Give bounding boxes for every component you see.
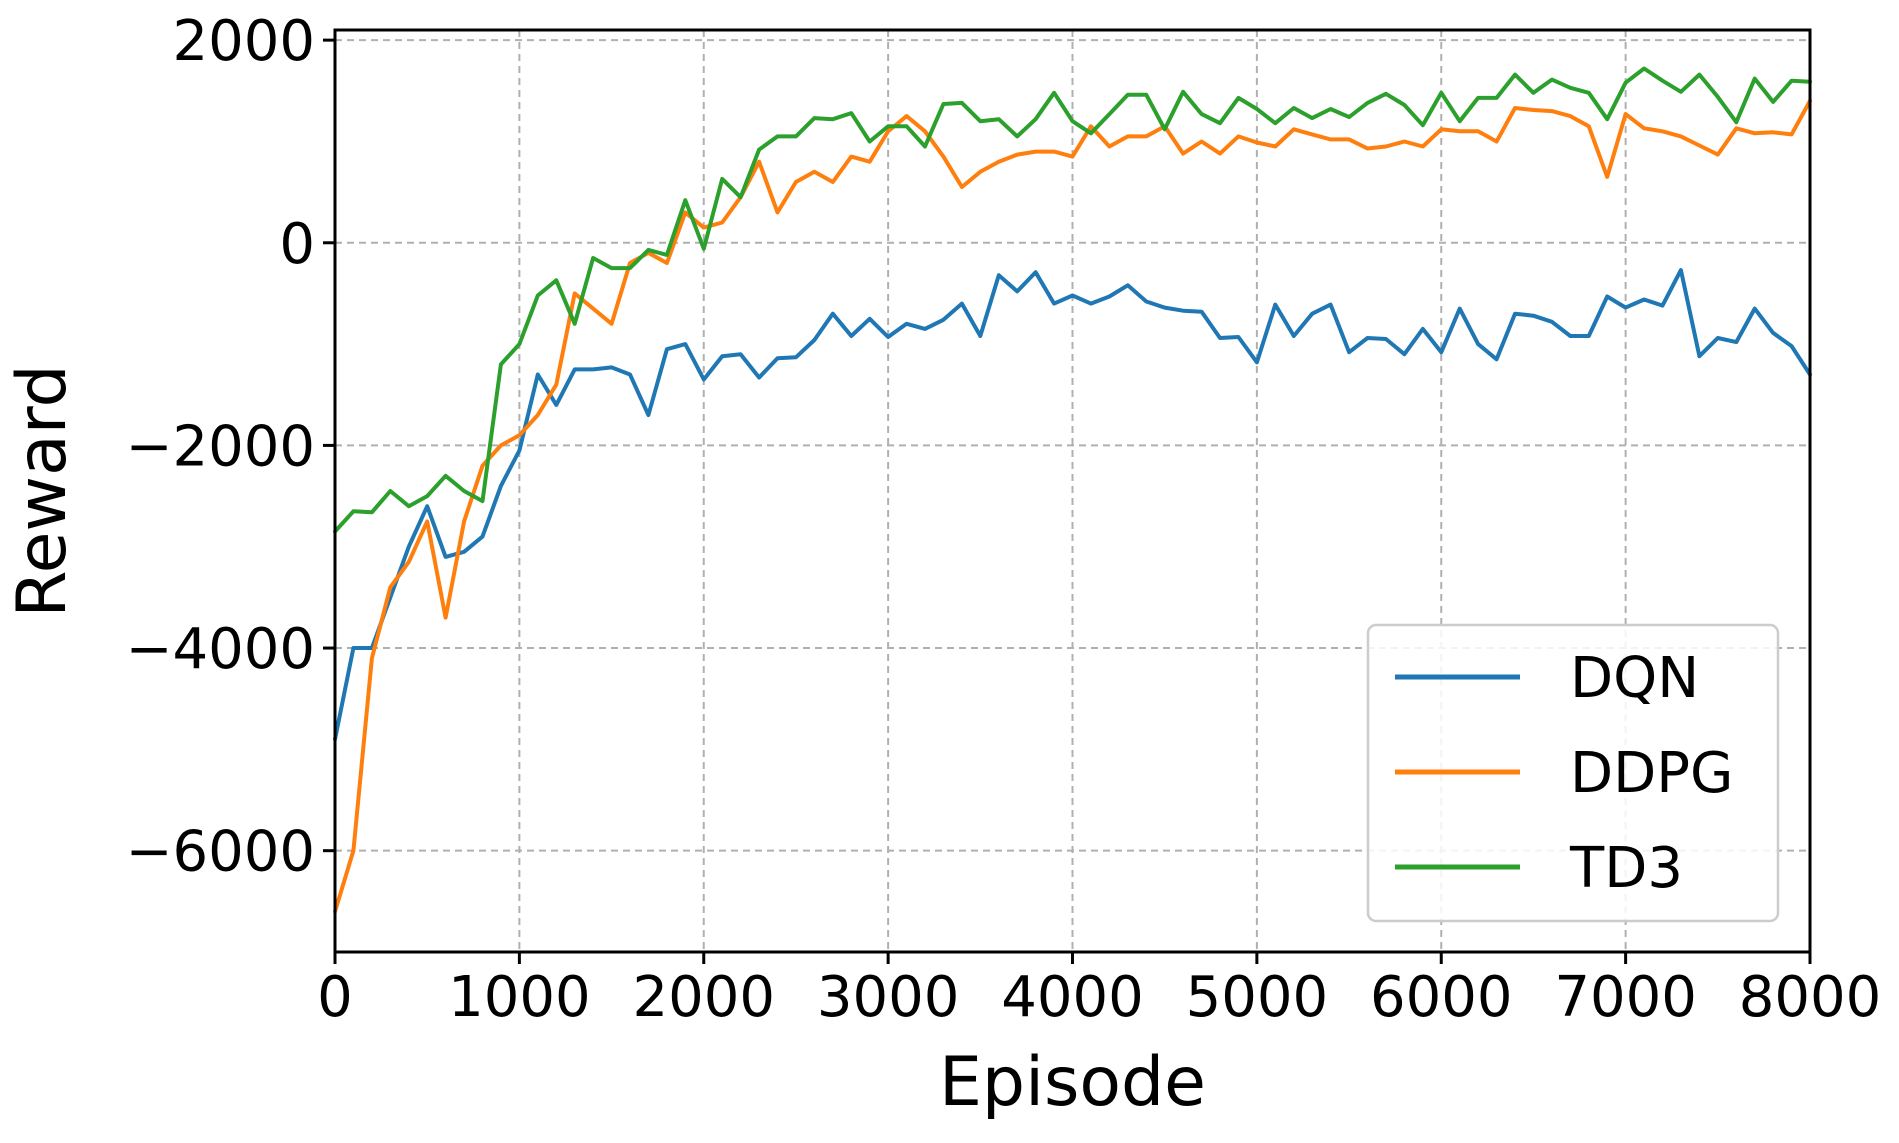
y-axis-label: Reward [3,364,82,617]
x-axis-label: Episode [939,1043,1206,1122]
y-tick-label-3: 0 [279,212,315,277]
y-tick-label-0: −6000 [126,820,315,885]
x-tick-label-6: 6000 [1370,965,1513,1030]
legend-label-ddpg: DDPG [1570,741,1733,806]
x-tick-label-5: 5000 [1186,965,1329,1030]
legend-box [1366,623,1780,923]
legend-label-td3: TD3 [1569,836,1683,901]
series-line-td3 [333,66,1812,534]
x-tick-label-4: 4000 [1001,965,1144,1030]
x-tick-label-0: 0 [317,965,353,1030]
legend: DQN DDPG TD3 [1366,623,1780,923]
x-tick-label-2: 2000 [632,965,775,1030]
x-tick-label-8: 8000 [1739,965,1882,1030]
series-lines [333,66,1812,914]
y-tick-label-4: 2000 [172,9,315,74]
x-tick-label-7: 7000 [1554,965,1697,1030]
y-tick-label-2: −2000 [126,414,315,479]
legend-label-dqn: DQN [1570,646,1699,711]
x-axis-ticks: 0 1000 2000 3000 4000 5000 6000 7000 8000 [317,952,1881,1030]
y-axis-ticks: −6000 −4000 −2000 0 2000 [126,9,335,885]
y-tick-label-1: −4000 [126,617,315,682]
series-line-dqn [333,268,1812,742]
x-tick-label-3: 3000 [817,965,960,1030]
x-tick-label-1: 1000 [448,965,591,1030]
